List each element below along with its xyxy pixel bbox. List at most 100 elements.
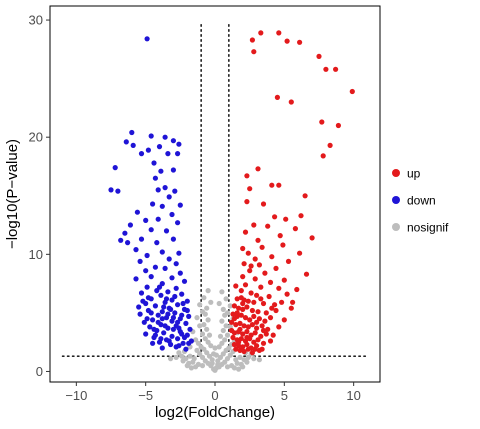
point-down — [122, 230, 128, 236]
point-up — [292, 226, 298, 232]
point-down — [169, 211, 175, 218]
point-down — [141, 319, 147, 325]
point-up — [260, 300, 267, 307]
point-down — [154, 240, 160, 246]
point-down — [179, 312, 185, 318]
point-up — [252, 276, 258, 282]
point-nosignif — [197, 323, 203, 329]
point-down — [150, 201, 156, 207]
point-up — [233, 346, 239, 352]
point-up — [237, 320, 243, 326]
point-down — [130, 142, 136, 148]
point-nosignif — [211, 366, 217, 372]
point-up — [272, 302, 278, 308]
point-up — [269, 182, 275, 188]
point-down — [150, 317, 156, 323]
point-up — [251, 299, 257, 305]
point-up — [284, 38, 290, 44]
point-nosignif — [216, 300, 222, 307]
point-up — [240, 331, 246, 337]
point-nosignif — [237, 354, 243, 360]
point-down — [155, 187, 161, 193]
point-up — [288, 305, 294, 311]
point-down — [169, 333, 175, 339]
point-up — [244, 334, 250, 341]
x-tick-label: −5 — [138, 388, 153, 403]
point-up — [238, 288, 244, 294]
point-up — [309, 235, 315, 241]
point-up — [238, 312, 244, 318]
point-up — [267, 279, 274, 285]
point-up — [256, 316, 262, 322]
point-down — [184, 298, 190, 304]
point-nosignif — [202, 358, 208, 364]
point-nosignif — [205, 339, 211, 345]
point-up — [319, 119, 325, 125]
point-up — [256, 347, 262, 353]
point-nosignif — [194, 347, 200, 353]
point-up — [265, 223, 271, 229]
point-nosignif — [220, 327, 226, 334]
point-nosignif — [173, 354, 179, 360]
point-nosignif — [219, 289, 225, 295]
point-up — [230, 334, 236, 341]
point-down — [169, 275, 175, 281]
point-up — [233, 322, 239, 328]
point-down — [166, 256, 172, 262]
point-down — [170, 326, 176, 332]
point-up — [242, 315, 249, 321]
point-down — [170, 236, 176, 242]
point-nosignif — [227, 352, 233, 358]
point-down — [169, 297, 175, 303]
point-nosignif — [236, 366, 242, 372]
point-down — [176, 250, 182, 256]
point-down — [137, 258, 143, 264]
point-up — [258, 284, 264, 290]
point-down — [187, 326, 193, 332]
point-down — [138, 151, 145, 157]
point-down — [118, 237, 124, 243]
point-up — [297, 250, 303, 256]
point-up — [263, 310, 269, 316]
point-down — [136, 304, 142, 310]
point-up — [260, 201, 267, 207]
point-up — [269, 254, 275, 260]
point-down — [143, 331, 149, 337]
point-down — [180, 340, 186, 346]
point-nosignif — [201, 322, 207, 328]
point-up — [258, 296, 264, 302]
point-up — [240, 274, 246, 280]
point-up — [244, 329, 250, 335]
point-down — [162, 185, 168, 191]
point-down — [138, 236, 145, 242]
point-up — [247, 317, 253, 323]
point-down — [156, 144, 163, 150]
point-nosignif — [212, 345, 218, 351]
point-up — [270, 332, 276, 338]
point-nosignif — [244, 359, 250, 365]
x-axis-title: log2(FoldChange) — [155, 404, 275, 421]
point-down — [166, 194, 172, 200]
point-down — [175, 220, 181, 226]
point-nosignif — [204, 305, 210, 311]
point-down — [186, 340, 192, 346]
point-up — [244, 341, 250, 348]
point-up — [260, 340, 267, 346]
point-down — [133, 247, 139, 253]
point-up — [349, 88, 355, 95]
legend-key-nosignif — [392, 223, 400, 231]
point-down — [159, 316, 165, 322]
point-down — [125, 240, 131, 246]
point-up — [240, 300, 246, 307]
point-down — [159, 281, 165, 287]
point-up — [251, 49, 257, 55]
point-up — [240, 306, 246, 312]
point-down — [177, 270, 183, 276]
point-up — [249, 322, 255, 328]
point-nosignif — [217, 333, 224, 339]
point-nosignif — [176, 350, 182, 356]
y-tick-label: 20 — [29, 130, 43, 145]
point-down — [145, 295, 151, 301]
point-nosignif — [194, 315, 200, 321]
point-down — [176, 325, 182, 331]
